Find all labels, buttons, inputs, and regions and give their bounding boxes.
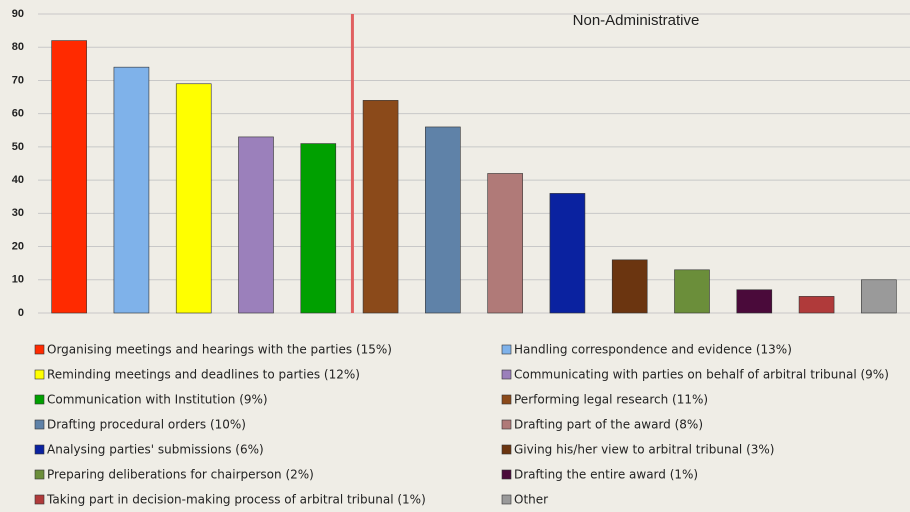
bar	[549, 193, 586, 314]
bar	[51, 40, 87, 314]
legend-swatch	[34, 469, 45, 480]
y-tick-label: 90	[12, 8, 24, 20]
legend-label: Drafting the entire award (1%)	[514, 468, 698, 482]
legend-swatch	[34, 444, 45, 455]
bar	[736, 289, 773, 314]
legend-swatch	[501, 494, 512, 505]
legend-swatch	[34, 419, 45, 430]
y-tick-label: 50	[12, 141, 24, 153]
legend-swatch	[501, 419, 512, 430]
legend-label: Giving his/her view to arbitral tribunal…	[514, 443, 774, 457]
legend-swatch	[34, 494, 45, 505]
legend-swatch	[34, 369, 45, 380]
y-tick-label: 40	[12, 174, 24, 186]
bar	[238, 136, 274, 314]
legend-label: Taking part in decision-making process o…	[46, 493, 426, 507]
bar	[362, 100, 399, 314]
bar	[611, 259, 648, 314]
legend-swatch	[501, 344, 512, 355]
bar	[487, 173, 523, 314]
legend-swatch	[34, 344, 45, 355]
y-tick-label: 80	[12, 41, 24, 53]
y-tick-label: 0	[18, 307, 24, 319]
bar	[300, 143, 337, 314]
bar	[674, 269, 710, 314]
legend-label: Performing legal research (11%)	[514, 393, 708, 407]
legend-label: Other	[514, 493, 548, 507]
legend-swatch	[501, 394, 512, 405]
legend-label: Communicating with parties on behalf of …	[514, 368, 889, 382]
bar	[425, 126, 461, 314]
legend-label: Drafting procedural orders (10%)	[47, 418, 246, 432]
y-tick-label: 60	[12, 108, 24, 120]
legend-swatch	[501, 469, 512, 480]
bar	[861, 279, 897, 314]
legend-label: Preparing deliberations for chairperson …	[47, 468, 314, 482]
y-tick-label: 10	[12, 274, 24, 286]
legend-swatch	[34, 394, 45, 405]
bar	[113, 66, 150, 314]
legend-label: Organising meetings and hearings with th…	[47, 343, 392, 357]
legend-label: Analysing parties' submissions (6%)	[47, 443, 264, 457]
bar	[798, 296, 835, 314]
y-tick-label: 20	[12, 240, 24, 252]
annotation: Non-Administrative	[573, 12, 700, 29]
legend-label: Drafting part of the award (8%)	[514, 418, 703, 432]
legend-label: Reminding meetings and deadlines to part…	[47, 368, 360, 382]
legend-swatch	[501, 369, 512, 380]
y-tick-label: 30	[12, 207, 24, 219]
y-tick-label: 70	[12, 74, 24, 86]
legend-label: Communication with Institution (9%)	[47, 393, 268, 407]
legend-label: Handling correspondence and evidence (13…	[514, 343, 792, 357]
bar	[175, 83, 212, 314]
legend-swatch	[501, 444, 512, 455]
